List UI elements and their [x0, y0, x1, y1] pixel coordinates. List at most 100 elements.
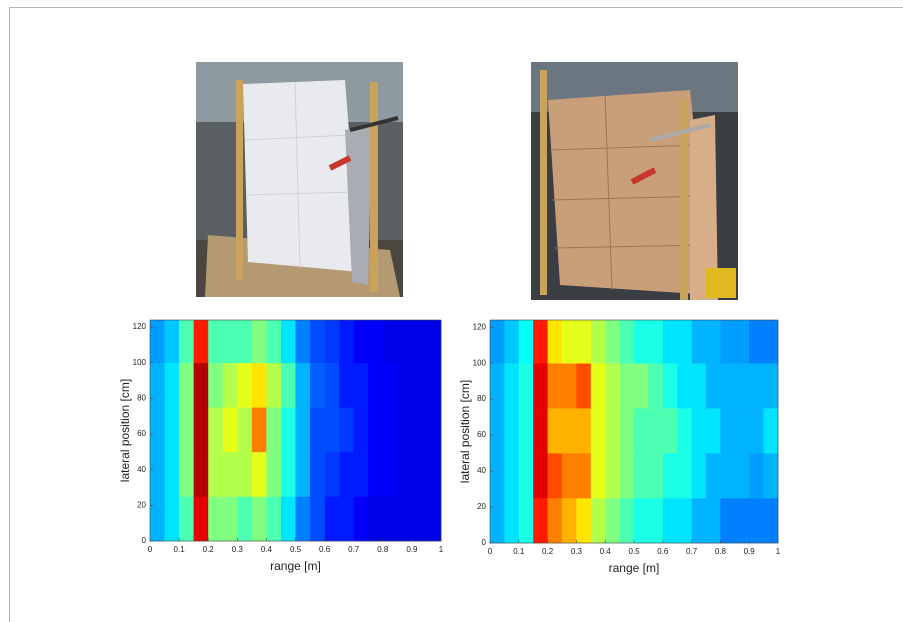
heatmap-cell [382, 362, 398, 408]
heatmap-cell [280, 407, 296, 453]
heatmap-cell [749, 453, 764, 499]
heatmap-cell [426, 320, 442, 364]
x-tick-label: 0.4 [600, 547, 612, 556]
x-tick-label: 0.9 [406, 545, 418, 554]
heatmap-cell [662, 408, 678, 454]
y-tick-label: 120 [133, 322, 147, 331]
heatmap-cell [179, 362, 194, 408]
heatmap-cell [749, 320, 764, 364]
heatmap-cell [251, 451, 267, 497]
heatmap-cell [164, 320, 180, 364]
heatmap-cell [339, 362, 354, 408]
y-tick-label: 100 [473, 358, 487, 367]
heatmap-cell [518, 320, 534, 364]
heatmap-cell [634, 408, 649, 454]
heatmap-cell [164, 451, 180, 497]
heatmap-cell [266, 407, 282, 453]
heatmap-cell [150, 407, 165, 453]
x-tick-label: 0 [488, 547, 493, 556]
heatmap-cell [677, 363, 692, 409]
heatmap-cell [504, 320, 520, 364]
heatmap-cell [749, 408, 764, 454]
x-tick-label: 0.2 [203, 545, 215, 554]
heatmap-cell [562, 498, 577, 544]
x-tick-label: 0.1 [513, 547, 525, 556]
heatmap-cell [222, 496, 238, 542]
y-tick-label: 60 [137, 429, 146, 438]
heatmap-cell [193, 451, 209, 497]
heatmap-cell [619, 498, 635, 544]
heatmap-cell [619, 363, 635, 409]
heatmap-cell [533, 363, 548, 409]
heatmap-cell [280, 451, 296, 497]
heatmap-cell [222, 407, 238, 453]
heatmap-cell [763, 453, 779, 499]
heatmap-cell [266, 320, 282, 364]
heatmap-cell [562, 320, 577, 364]
heatmap-cell [518, 408, 534, 454]
heatmap-cell [590, 408, 606, 454]
x-axis-label: range [m] [270, 559, 321, 573]
heatmap-cell [518, 363, 534, 409]
heatmap-cell [237, 496, 253, 542]
heatmap-cell [150, 320, 165, 364]
x-tick-label: 1 [776, 547, 781, 556]
heatmap-cell [411, 362, 427, 408]
heatmap-cell [382, 320, 398, 364]
heatmap-cell [251, 496, 267, 542]
heatmap-cell [734, 408, 750, 454]
heatmap-cell [179, 407, 194, 453]
heatmap-cell [164, 362, 180, 408]
heatmap-cell [266, 496, 282, 542]
heatmap-cell [339, 320, 354, 364]
heatmap-cell [562, 453, 577, 499]
heatmap-cell [280, 362, 296, 408]
heatmap-cell [662, 320, 678, 364]
heatmap-cell [324, 496, 340, 542]
heatmap-cell [720, 320, 736, 364]
heatmap-cell [490, 498, 505, 544]
heatmap-cell [193, 320, 209, 364]
heatmap-cell [266, 451, 282, 497]
heatmap-cell [426, 407, 442, 453]
heatmap-cell [310, 320, 325, 364]
heatmap-cell [691, 363, 707, 409]
y-tick-label: 100 [133, 358, 147, 367]
heatmap-cell [749, 498, 764, 544]
heatmap-cell [518, 498, 534, 544]
heatmap-cell [677, 453, 692, 499]
y-tick-label: 0 [142, 536, 147, 545]
heatmap-cell [397, 496, 413, 542]
frame [9, 7, 903, 622]
heatmap-cell [533, 453, 548, 499]
heatmap-cell [208, 496, 224, 542]
heatmap-cell [193, 362, 209, 408]
heatmap-cell [397, 451, 413, 497]
heatmap-cell [720, 408, 736, 454]
heatmap-cell [706, 408, 721, 454]
heatmap-cell [490, 363, 505, 409]
heatmap-cell [368, 496, 384, 542]
heatmap-cell [251, 320, 267, 364]
heatmap-cell [590, 320, 606, 364]
y-axis-label: lateral position [cm] [118, 379, 132, 482]
y-tick-label: 20 [137, 500, 146, 509]
heatmap-cell [662, 363, 678, 409]
heatmap-cell [368, 451, 384, 497]
heatmap-cell [590, 498, 606, 544]
heatmap-cell [518, 453, 534, 499]
heatmap-cell [368, 320, 384, 364]
heatmap-cell [691, 408, 707, 454]
heatmap-cell [662, 498, 678, 544]
heatmap-cell [193, 496, 209, 542]
heatmap-cell [237, 451, 253, 497]
y-tick-label: 40 [137, 465, 146, 474]
heatmap-cell [208, 407, 224, 453]
heatmap-cell [411, 320, 427, 364]
x-tick-label: 0.1 [174, 545, 186, 554]
heatmap-cell [368, 407, 384, 453]
y-axis-label: lateral position [cm] [458, 380, 472, 483]
heatmap-cell [208, 362, 224, 408]
heatmap-cell [222, 451, 238, 497]
